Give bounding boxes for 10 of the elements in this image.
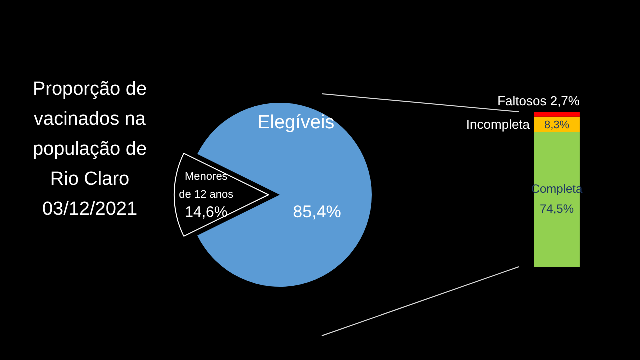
series-label: Faltosos [498,94,548,109]
data-label: 14,6% [185,204,228,222]
data-label: 8,3% [544,119,570,132]
data-label: 74,5% [540,202,574,216]
data-label: 85,4% [293,202,342,222]
slice-label: Menores de 12 anos [179,171,234,202]
series-label: Incompleta [466,116,531,132]
text: Proporção de vacinados na população de Rio Claro 03/12/2021 [32,78,148,222]
data-label: 2,7% [550,94,580,109]
slice-label: Elegíveis [258,112,335,134]
